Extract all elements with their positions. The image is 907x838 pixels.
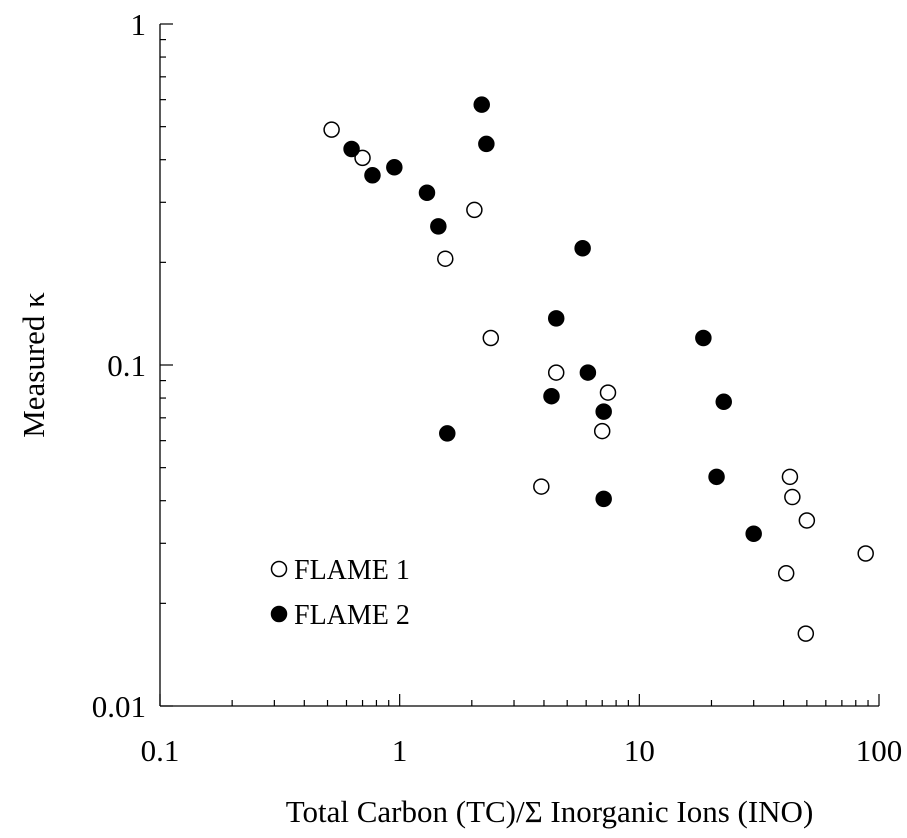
flame-2-point (595, 403, 612, 420)
flame-2-point (708, 468, 725, 486)
flame-1-point (797, 625, 815, 642)
x-axis-title: Total Carbon (TC)/Σ Inorganic Ions (INO) (286, 794, 814, 829)
legend-label-flame-1: FLAME 1 (294, 555, 410, 586)
x-tick-label: 100 (856, 733, 903, 768)
x-tick-label: 10 (624, 733, 655, 768)
flame-2-point (418, 184, 436, 201)
flame-1-point (354, 149, 371, 167)
flame-2-point (695, 329, 712, 347)
flame-2-point (715, 393, 732, 411)
flame-2-point (579, 364, 597, 381)
y-axis-title: Measured κ (16, 292, 51, 438)
legend-item-flame-1: FLAME 1 (270, 555, 410, 586)
flame-1-point (547, 364, 565, 381)
flame-1-point (798, 512, 816, 529)
flame-2-point (386, 159, 403, 176)
y-tick-label: 1 (131, 7, 147, 42)
legend-label-flame-2: FLAME 2 (294, 600, 410, 631)
flame-1-point (437, 250, 454, 267)
flame-1-point (593, 422, 611, 440)
y-tick-label: 0.01 (92, 689, 146, 724)
axes: 0.1 1 10 100 0.01 0.1 1 (92, 7, 903, 768)
flame-2-point (574, 239, 591, 257)
flame-2-point (595, 490, 612, 508)
flame-2-point (430, 218, 447, 235)
legend-item-flame-2: FLAME 2 (270, 600, 410, 631)
y-tick-label: 0.1 (107, 348, 146, 383)
flame-1-point (533, 478, 550, 495)
flame-2-point (547, 310, 565, 327)
x-tick-label: 0.1 (141, 733, 180, 768)
legend-marker-flame-2 (270, 605, 288, 623)
flame-2-point (473, 96, 490, 113)
flame-2-point (343, 140, 360, 158)
legend-marker-flame-1 (270, 560, 288, 578)
data-points (323, 96, 874, 642)
flame-1-point (482, 329, 500, 347)
x-ticks: 0.1 1 10 100 (141, 694, 903, 768)
legend: FLAME 1 FLAME 2 (270, 555, 410, 631)
flame-2-point (745, 525, 762, 542)
x-tick-label: 1 (392, 733, 408, 768)
flame-1-point (857, 545, 874, 562)
flame-2-point (478, 135, 495, 153)
flame-1-point (599, 384, 617, 401)
flame-1-point (777, 565, 795, 582)
flame-2-point (364, 167, 381, 184)
flame-1-point (323, 121, 340, 138)
flame-1-point (784, 488, 801, 506)
flame-1-point (781, 468, 799, 486)
flame-1-point (466, 201, 483, 219)
flame-2-point (543, 387, 560, 405)
y-ticks: 0.01 0.1 1 (92, 7, 173, 724)
flame-2-point (439, 425, 456, 442)
